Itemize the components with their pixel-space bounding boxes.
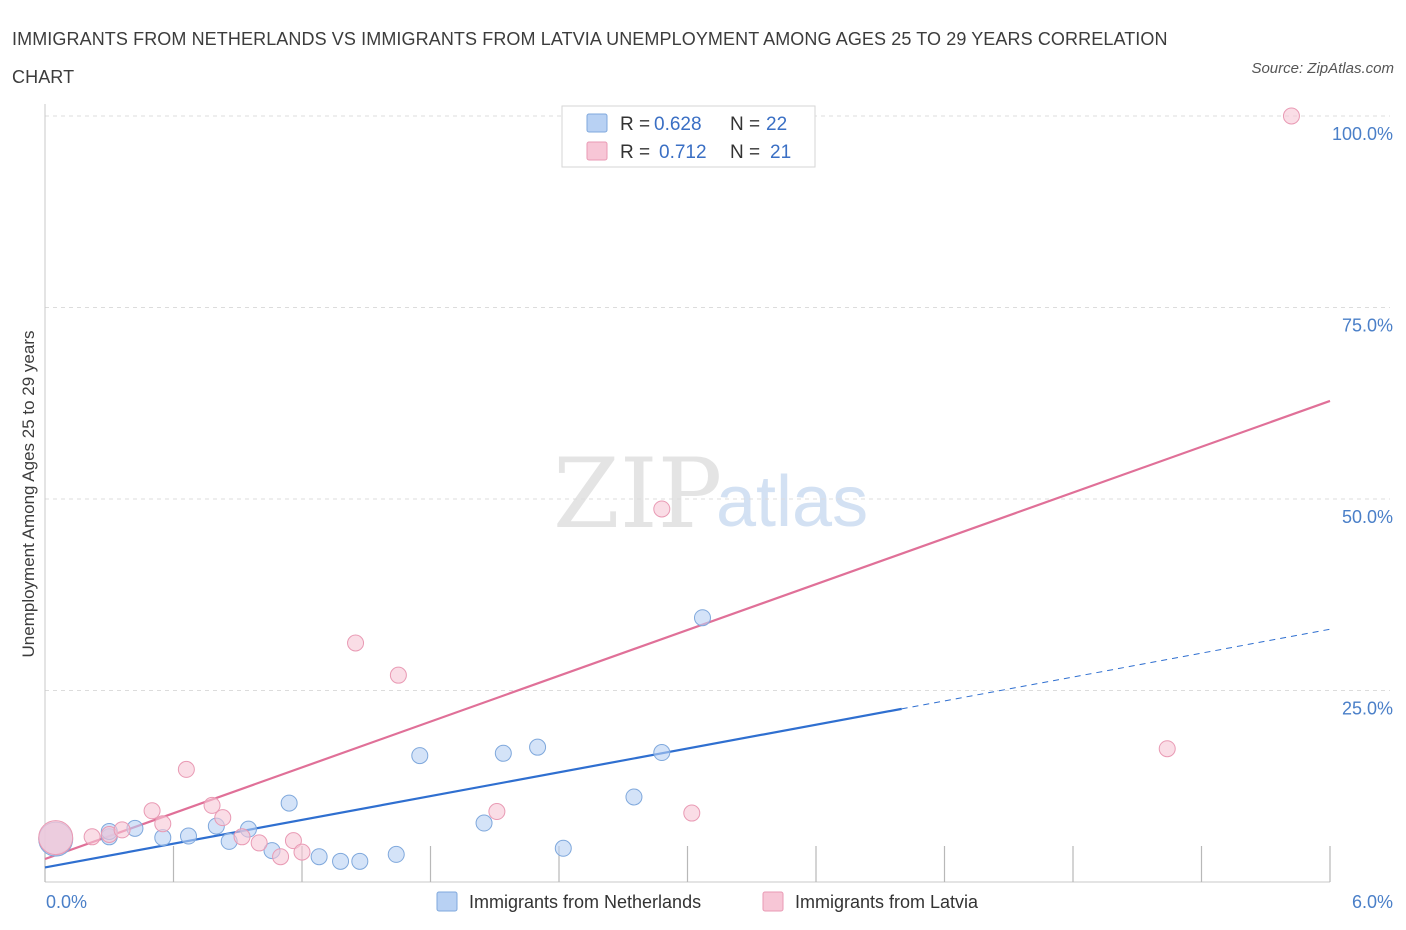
- series-legend-label-netherlands: Immigrants from Netherlands: [469, 892, 701, 912]
- series-legend-label-latvia: Immigrants from Latvia: [795, 892, 979, 912]
- chart-title: IMMIGRANTS FROM NETHERLANDS VS IMMIGRANT…: [12, 29, 1168, 87]
- series-legend-swatch-netherlands: [436, 891, 458, 912]
- data-points: [38, 107, 1300, 870]
- source-label: Source: ZipAtlas.com: [1251, 60, 1394, 77]
- y-tick-labels: 100.0% 75.0% 50.0% 25.0%: [1332, 124, 1393, 719]
- point-latvia: [293, 843, 311, 861]
- x-tick-labels: 0.0% 6.0%: [46, 892, 1393, 912]
- legend-r-value-latvia: 0.712: [659, 142, 707, 163]
- point-latvia: [488, 803, 506, 821]
- y-tick-label: 25.0%: [1342, 699, 1393, 719]
- point-latvia: [653, 500, 671, 518]
- y-axis-label: Unemployment Among Ages 25 to 29 years: [19, 331, 38, 658]
- legend-n-value-latvia: 21: [770, 142, 791, 163]
- point-latvia: [143, 802, 161, 820]
- point-netherlands: [475, 814, 493, 832]
- trend-line-netherlands-extension: [901, 628, 1331, 710]
- series-legend-swatch-latvia: [762, 891, 784, 912]
- grid: [45, 115, 1390, 691]
- legend-n-label-latvia: N =: [730, 142, 760, 163]
- point-latvia: [389, 666, 407, 684]
- point-latvia: [233, 828, 251, 846]
- point-netherlands: [625, 788, 643, 806]
- correlation-legend: R = 0.628 N = 22 R = 0.712 N = 21: [561, 105, 816, 168]
- point-netherlands: [310, 848, 328, 866]
- point-netherlands: [332, 852, 350, 870]
- point-latvia: [1282, 107, 1300, 125]
- point-latvia: [83, 828, 101, 846]
- point-latvia: [113, 821, 131, 839]
- legend-n-value-netherlands: 22: [766, 114, 787, 135]
- point-netherlands: [494, 744, 512, 762]
- trend-line-latvia: [44, 399, 1331, 861]
- watermark-atlas: atlas: [716, 462, 868, 542]
- point-netherlands: [693, 609, 711, 627]
- legend-swatch-netherlands: [586, 113, 608, 133]
- trend-line-netherlands: [44, 707, 902, 869]
- point-latvia: [347, 634, 365, 652]
- point-latvia: [272, 848, 290, 866]
- legend-r-label-latvia: R =: [620, 142, 650, 163]
- point-netherlands: [554, 839, 572, 857]
- y-tick-label: 100.0%: [1332, 124, 1393, 144]
- point-latvia: [250, 834, 268, 852]
- series-legend: Immigrants from Netherlands Immigrants f…: [436, 891, 979, 912]
- point-latvia: [284, 832, 302, 850]
- point-netherlands: [529, 738, 547, 756]
- point-netherlands: [280, 794, 298, 812]
- point-latvia: [214, 809, 232, 827]
- x-tick-label: 6.0%: [1352, 892, 1393, 912]
- point-latvia: [38, 820, 74, 856]
- y-tick-label: 75.0%: [1342, 316, 1393, 336]
- point-netherlands: [179, 827, 197, 845]
- point-latvia: [154, 815, 172, 833]
- point-netherlands: [411, 747, 429, 765]
- legend-r-label-netherlands: R =: [620, 114, 650, 135]
- point-latvia: [1158, 740, 1176, 758]
- watermark-zip: ZIP: [553, 438, 722, 550]
- legend-swatch-latvia: [586, 141, 608, 161]
- point-latvia: [177, 760, 195, 778]
- legend-r-value-netherlands: 0.628: [654, 114, 702, 135]
- point-netherlands: [351, 852, 369, 870]
- point-latvia: [203, 796, 221, 814]
- x-tick-label: 0.0%: [46, 892, 87, 912]
- y-tick-label: 50.0%: [1342, 507, 1393, 527]
- legend-n-label-netherlands: N =: [730, 114, 760, 135]
- point-latvia: [683, 804, 701, 822]
- point-netherlands: [387, 845, 405, 863]
- point-netherlands: [653, 744, 671, 762]
